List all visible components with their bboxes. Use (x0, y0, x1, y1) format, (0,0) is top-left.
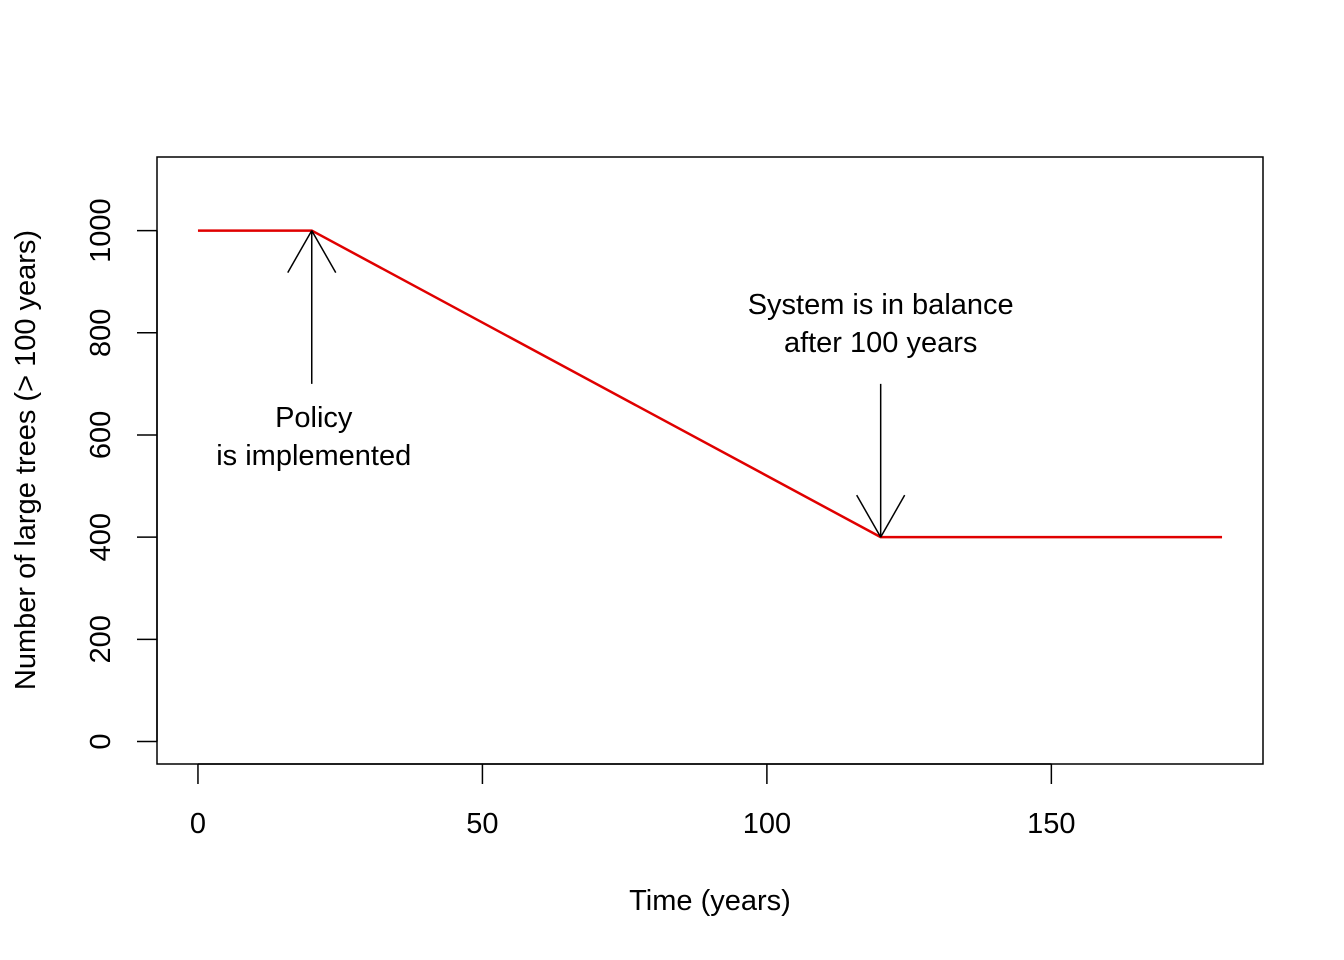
y-tick-label: 800 (85, 309, 117, 357)
x-tick-label: 100 (743, 808, 791, 840)
y-tick-label: 600 (85, 411, 117, 459)
x-axis: 0 50 100 150 (190, 763, 1076, 840)
y-axis: 0 200 400 600 800 1000 (85, 198, 158, 750)
x-tick-label: 150 (1027, 808, 1075, 840)
x-tick-label: 50 (466, 808, 498, 840)
series-line (197, 229, 1223, 539)
annotation-arrow-head (856, 494, 882, 538)
annotation-arrow-head (287, 230, 313, 273)
annotation-layer: Policy is implemented System is in balance… (216, 230, 1014, 538)
annotation-arrow-head (311, 230, 337, 273)
y-tick-label: 1000 (85, 198, 117, 263)
y-tick-label: 200 (85, 615, 117, 663)
x-tick-label: 0 (190, 808, 206, 840)
y-tick-label: 400 (85, 513, 117, 561)
annotation-text: System is in balance (748, 289, 1014, 321)
x-axis-label: Time (years) (629, 885, 791, 917)
y-tick-label: 0 (85, 733, 117, 749)
annotation-text: is implemented (216, 440, 411, 472)
annotation-text: after 100 years (784, 327, 977, 359)
annotation-text: Policy (275, 402, 353, 434)
y-axis-label: Number of large trees (> 100 years) (10, 230, 42, 690)
series-layer (197, 229, 1223, 539)
annotation-arrow-head (880, 494, 906, 538)
